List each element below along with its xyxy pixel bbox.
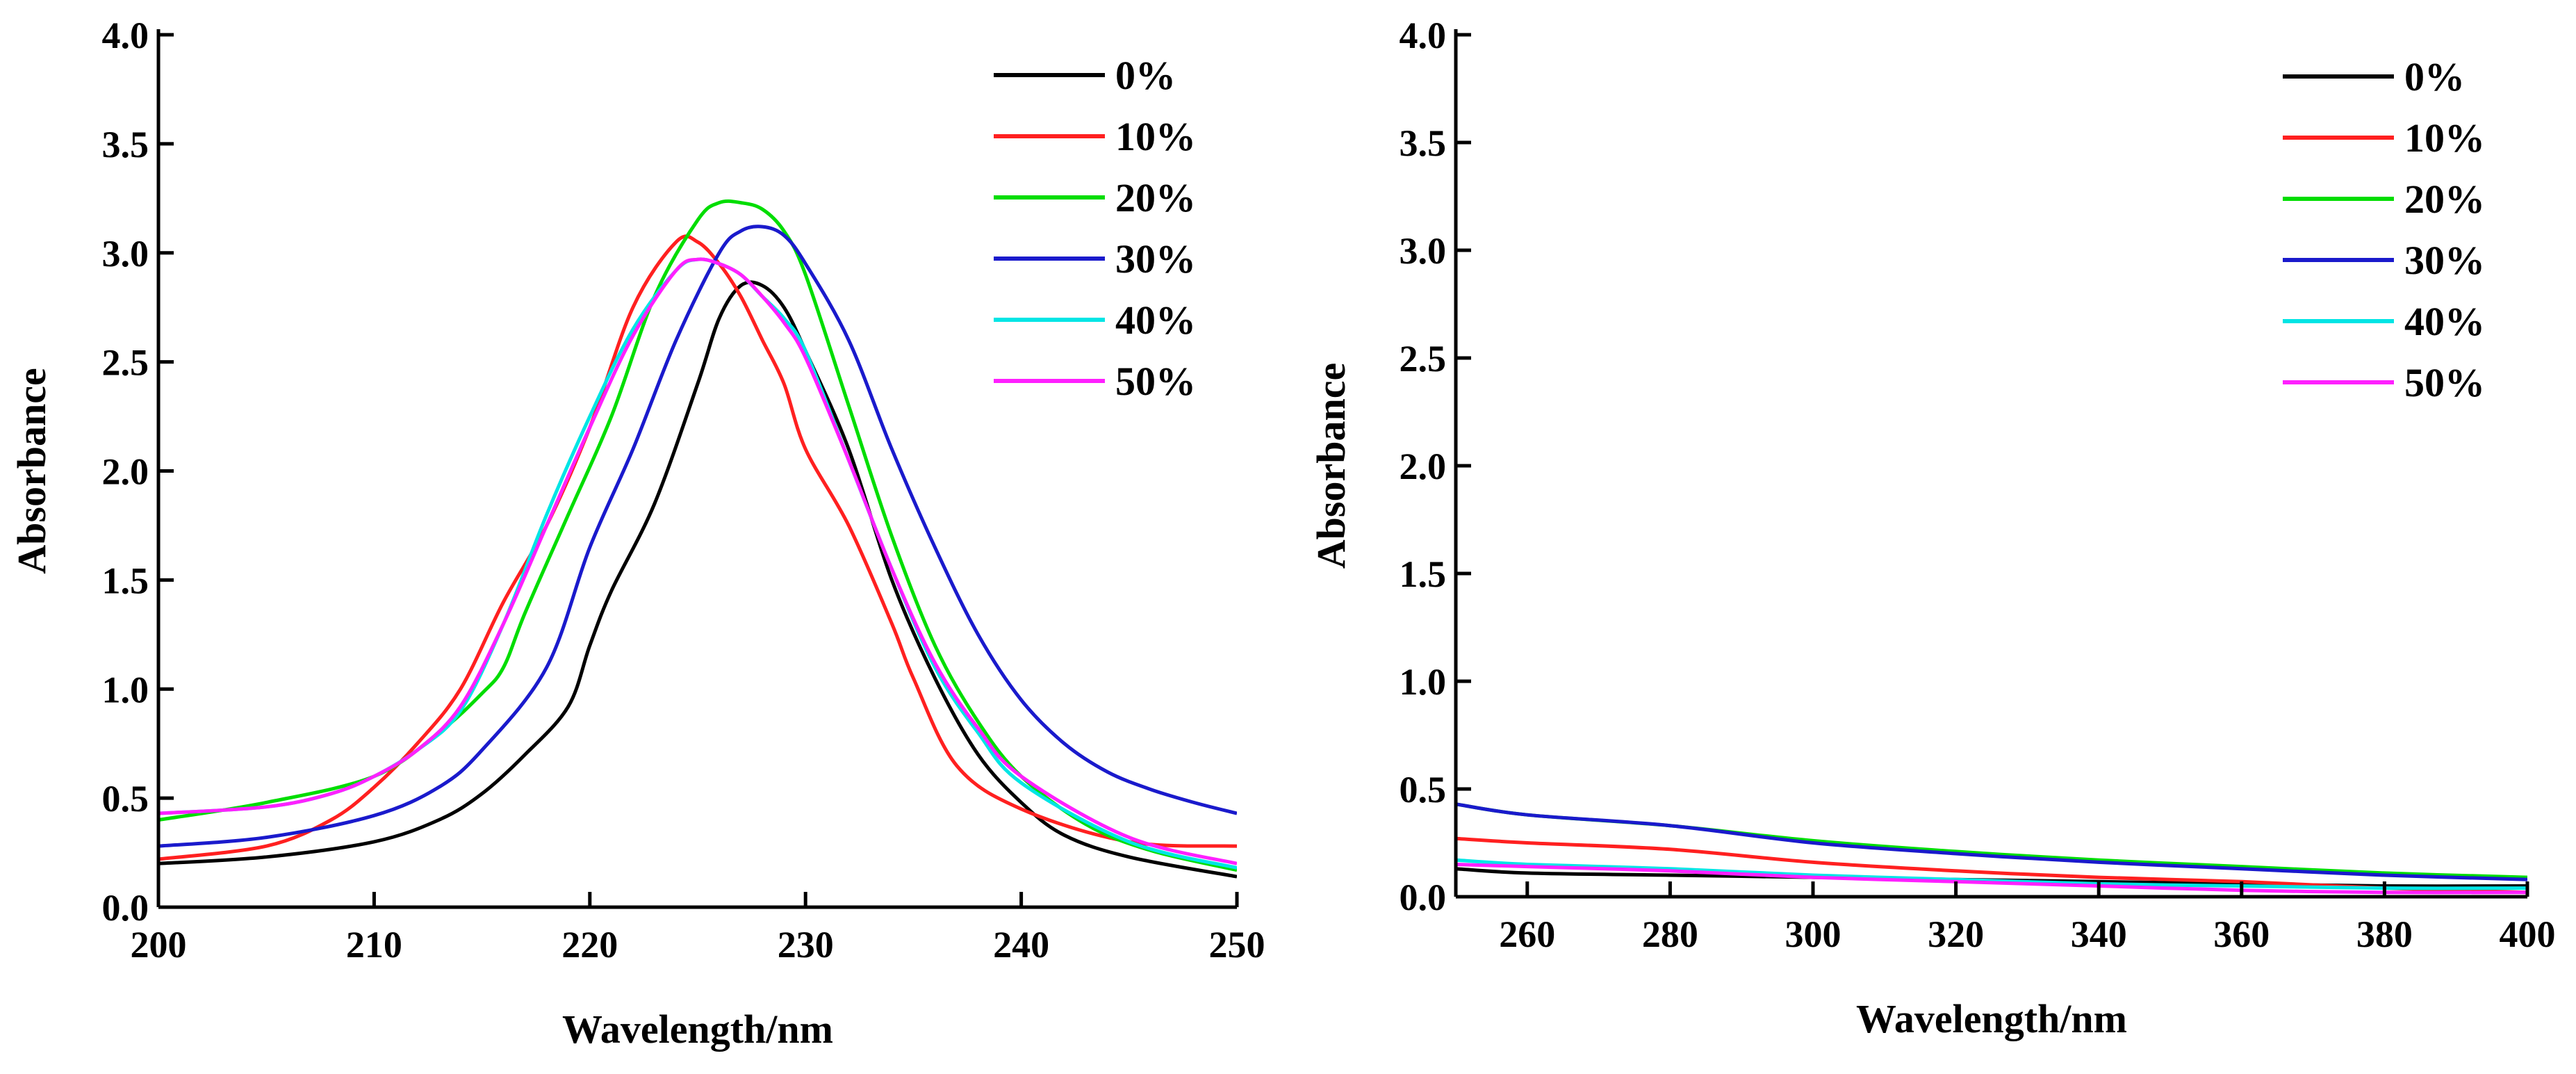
series-line-30pct <box>1456 802 2527 881</box>
legend-label: 20% <box>1115 175 1196 220</box>
legend-label: 10% <box>1115 114 1196 159</box>
x-tick-label: 280 <box>1642 913 1698 955</box>
y-tick-label: 0.5 <box>102 778 149 820</box>
x-tick-label: 250 <box>1209 924 1265 966</box>
y-tick-label: 0.0 <box>102 887 149 929</box>
x-tick-label: 240 <box>993 924 1049 966</box>
x-tick-label: 300 <box>1785 913 1841 955</box>
x-tick-label: 360 <box>2213 913 2270 955</box>
x-tick-label: 380 <box>2356 913 2413 955</box>
series-line-0pct <box>158 280 1237 879</box>
legend-label: 0% <box>1115 53 1176 98</box>
y-tick-label: 2.5 <box>1400 338 1447 380</box>
legend: 0% 10% 20% 30% 40% 50% <box>2283 54 2485 405</box>
y-axis-title: Absorbance <box>1308 363 1354 569</box>
y-tick-label: 4.0 <box>1400 15 1447 56</box>
y-tick-label: 1.0 <box>102 669 149 710</box>
x-tick-label: 400 <box>2500 913 2556 955</box>
series-line-10pct <box>158 234 1237 861</box>
x-axis-title: Wavelength/nm <box>1856 996 2127 1041</box>
y-tick-label: 1.5 <box>1400 553 1447 595</box>
legend-label: 0% <box>2404 54 2465 99</box>
y-tick-label: 1.5 <box>102 560 149 601</box>
chart-panel-1: 0.0 0.5 1.0 1.5 2.0 2.5 3.0 3.5 4.0 200 210 220 230 2… <box>9 15 1265 1052</box>
y-tick-label: 3.5 <box>1400 122 1447 164</box>
legend-label: 10% <box>2404 115 2485 161</box>
legend-label: 30% <box>2404 238 2485 283</box>
x-tick-label: 220 <box>561 924 618 966</box>
series-line-30pct <box>158 225 1237 848</box>
legend: 0% 10% 20% 30% 40% 50% <box>994 53 1196 404</box>
legend-label: 50% <box>1115 359 1196 404</box>
chart-panel-2: 0.0 0.5 1.0 1.5 2.0 2.5 3.0 3.5 4.0 260 280 300 320 3… <box>1308 15 2556 1041</box>
x-tick-label: 230 <box>778 924 834 966</box>
x-tick-label: 210 <box>346 924 402 966</box>
series-line-20pct <box>158 199 1237 872</box>
x-tick-label: 340 <box>2071 913 2127 955</box>
series-line-50pct <box>158 257 1237 865</box>
legend-label: 40% <box>2404 299 2485 344</box>
y-tick-label: 0.5 <box>1400 769 1447 811</box>
series-line-50pct <box>1456 863 2527 895</box>
y-tick-label: 2.0 <box>102 451 149 493</box>
y-tick-label: 2.0 <box>1400 446 1447 487</box>
y-tick-label: 0.0 <box>1400 877 1447 918</box>
legend-label: 30% <box>1115 236 1196 282</box>
x-tick-label: 200 <box>131 924 187 966</box>
y-axis-title: Absorbance <box>9 368 54 573</box>
x-tick-label: 320 <box>1928 913 1984 955</box>
y-tick-label: 1.0 <box>1400 661 1447 703</box>
series-line-40pct <box>158 257 1237 870</box>
x-tick-label: 260 <box>1499 913 1555 955</box>
series-line-40pct <box>1456 858 2527 890</box>
legend-label: 50% <box>2404 360 2485 405</box>
y-tick-label: 4.0 <box>102 15 149 56</box>
series-lines <box>158 199 1237 879</box>
y-tick-label: 3.5 <box>102 124 149 165</box>
y-tick-label: 3.0 <box>1400 230 1447 272</box>
y-tick-label: 2.5 <box>102 342 149 384</box>
x-axis-title: Wavelength/nm <box>562 1007 833 1052</box>
legend-label: 20% <box>2404 177 2485 222</box>
legend-label: 40% <box>1115 298 1196 343</box>
y-tick-label: 3.0 <box>102 233 149 275</box>
series-lines <box>1456 802 2527 895</box>
